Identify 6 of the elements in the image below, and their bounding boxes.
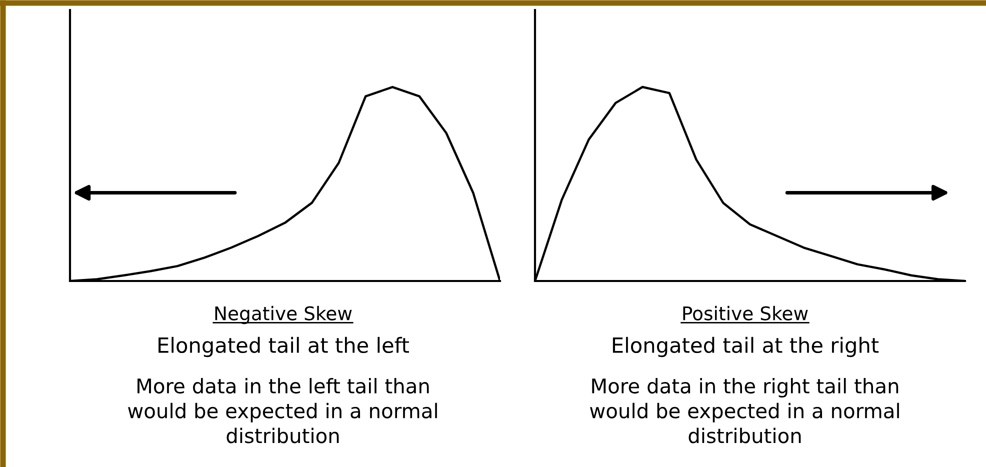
text: Elongated tail at the right — [612, 336, 879, 358]
text: More data in the left tail than would be expected in a normal distribution — [128, 378, 437, 444]
x-axis-title: Negative Skew — [215, 306, 352, 324]
x-axis-title: Positive Skew — [683, 306, 808, 320]
text: Elongated tail at the left — [158, 336, 409, 358]
text: More data in the right tail than would be expected in a normal distribution — [590, 378, 899, 444]
